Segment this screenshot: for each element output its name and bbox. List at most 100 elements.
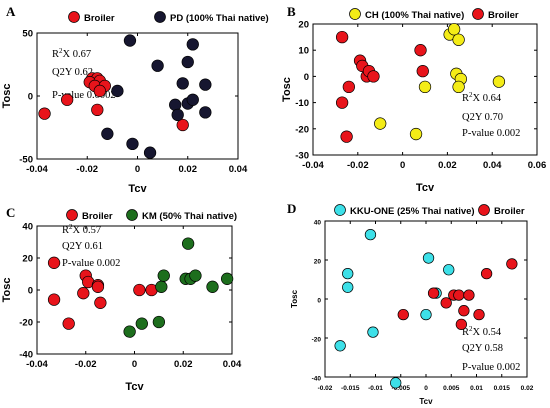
data-point-pd — [123, 34, 137, 47]
data-point-km — [189, 269, 202, 282]
data-point-broiler — [61, 93, 74, 106]
data-point-broiler — [335, 96, 349, 109]
data-point-km — [157, 269, 170, 282]
r2x-stat: R2X 0.64 — [462, 91, 502, 104]
y-tick-label: -20 — [295, 124, 309, 135]
data-point-kku — [342, 281, 354, 293]
data-point-kku — [422, 252, 435, 264]
x-tick-label: 0.06 — [528, 160, 547, 171]
y-tick-label: 0 — [28, 92, 33, 103]
data-point-broiler — [93, 84, 106, 98]
y-tick-label: -20 — [312, 337, 322, 344]
x-tick-label: 0.02 — [179, 164, 198, 175]
data-point-broiler — [473, 308, 485, 321]
p-value-stat: P-value 0.002 — [62, 258, 120, 269]
p-value-stat: P-value 0.0002 — [52, 90, 116, 101]
data-point-broiler — [335, 30, 349, 44]
x-tick-label: -0.04 — [302, 160, 324, 171]
legend-marker — [68, 11, 80, 23]
y-axis-label: Tosc — [290, 289, 299, 308]
legend-marker — [66, 209, 78, 221]
data-point-pd — [111, 84, 124, 98]
y-tick-label: -40 — [19, 350, 33, 361]
data-point-pd — [143, 146, 157, 159]
y-tick-label: 0 — [317, 298, 321, 305]
r2x-stat: R2X 0.57 — [62, 223, 101, 236]
legend-label: KKU-ONE (25% Thai native) — [350, 206, 475, 217]
x-tick-label: 0.02 — [438, 160, 457, 171]
panel-letter: D — [287, 201, 296, 216]
panel-letter: B — [287, 4, 296, 19]
data-point-broiler — [94, 296, 107, 309]
data-point-broiler — [397, 308, 409, 321]
y-tick-label: -20 — [19, 318, 33, 329]
data-point-broiler — [342, 80, 355, 94]
data-point-pd — [186, 38, 199, 51]
q2y-stat: Q2Y 0.58 — [462, 343, 503, 354]
legend-label: Broiler — [494, 206, 525, 217]
x-tick-label: -0.02 — [76, 164, 98, 175]
x-tick-label: 0 — [135, 164, 140, 175]
data-point-pd — [169, 98, 182, 111]
x-tick-label: -0.04 — [26, 359, 48, 370]
data-point-broiler — [176, 118, 189, 132]
data-point-kku — [367, 326, 379, 338]
chart-panel-a: -0.04 -0.02 0 0.02 0.04 -50 0 50 Tcv Tosc A Broiler… — [1, 4, 269, 195]
y-tick-label: 0 — [28, 286, 33, 297]
data-point-kku — [420, 308, 432, 321]
data-point-pd — [176, 77, 189, 90]
x-tick-label: 0.02 — [174, 359, 193, 370]
legend-label: Broiler — [488, 10, 519, 21]
chart-panel-c: -0.04 -0.02 0 0.02 0.04 -40 -20 0 20 40 Tcv Tosc C Br… — [1, 205, 242, 393]
y-tick-label: 20 — [298, 20, 309, 31]
y-tick-label: 10 — [298, 46, 309, 57]
data-point-km — [123, 325, 136, 338]
data-point-broiler — [47, 256, 61, 269]
p-value-stat: P-value 0.002 — [462, 128, 520, 139]
data-point-broiler — [440, 297, 452, 309]
data-point-broiler — [77, 287, 90, 300]
p-value-stat: P-value 0.002 — [462, 362, 520, 373]
data-point-ch — [452, 33, 465, 46]
chart-panel-d: -0.02 -0.015 -0.01 -0.005 0 0.005 0.01 0.015 0.0… — [287, 201, 534, 406]
data-point-broiler — [416, 65, 429, 78]
data-point-broiler — [91, 280, 105, 293]
y-tick-label: 20 — [22, 254, 33, 265]
q2y-stat: Q2Y 0.70 — [462, 112, 503, 123]
data-point-broiler — [38, 107, 51, 120]
y-tick-label: -10 — [295, 98, 309, 109]
data-point-ch — [418, 80, 432, 94]
x-tick-label: -0.015 — [341, 385, 360, 392]
data-point-pd — [199, 106, 212, 119]
legend-label: Broiler — [82, 211, 113, 222]
data-point-pd — [101, 127, 114, 140]
r2x-stat: R2X 0.54 — [462, 325, 502, 338]
x-tick-label: 0.04 — [483, 160, 502, 171]
x-axis-label: Tcv — [128, 183, 147, 195]
chart-panel-b: -0.04 -0.02 0 0.02 0.04 0.06 -30 -20 -10 0 10 20 Tcv… — [281, 4, 546, 194]
data-point-broiler — [133, 283, 146, 297]
x-tick-label: -0.04 — [26, 164, 48, 175]
data-point-km — [155, 280, 168, 293]
x-tick-label: 0.04 — [223, 359, 242, 370]
legend-marker — [334, 204, 346, 216]
x-tick-label: 0.04 — [229, 164, 248, 175]
data-point-broiler — [480, 268, 493, 280]
data-point-km — [220, 272, 234, 285]
x-tick-label: 0 — [424, 385, 428, 392]
x-tick-label: 0.005 — [443, 385, 460, 392]
data-point-broiler — [367, 70, 380, 83]
x-axis-label: Tcv — [125, 381, 144, 393]
data-point-ch — [492, 75, 506, 88]
y-tick-label: 20 — [314, 259, 322, 266]
data-point-km — [181, 237, 195, 250]
data-point-ch — [452, 80, 465, 94]
r2x-stat: R2X 0.67 — [52, 47, 91, 60]
y-axis-label: Tosc — [1, 84, 13, 109]
legend-marker — [478, 204, 490, 216]
data-point-broiler — [340, 130, 353, 143]
x-tick-label: 0 — [400, 160, 405, 171]
y-tick-label: 40 — [22, 222, 33, 233]
y-tick-label: -30 — [295, 151, 309, 162]
legend-marker — [126, 209, 138, 221]
